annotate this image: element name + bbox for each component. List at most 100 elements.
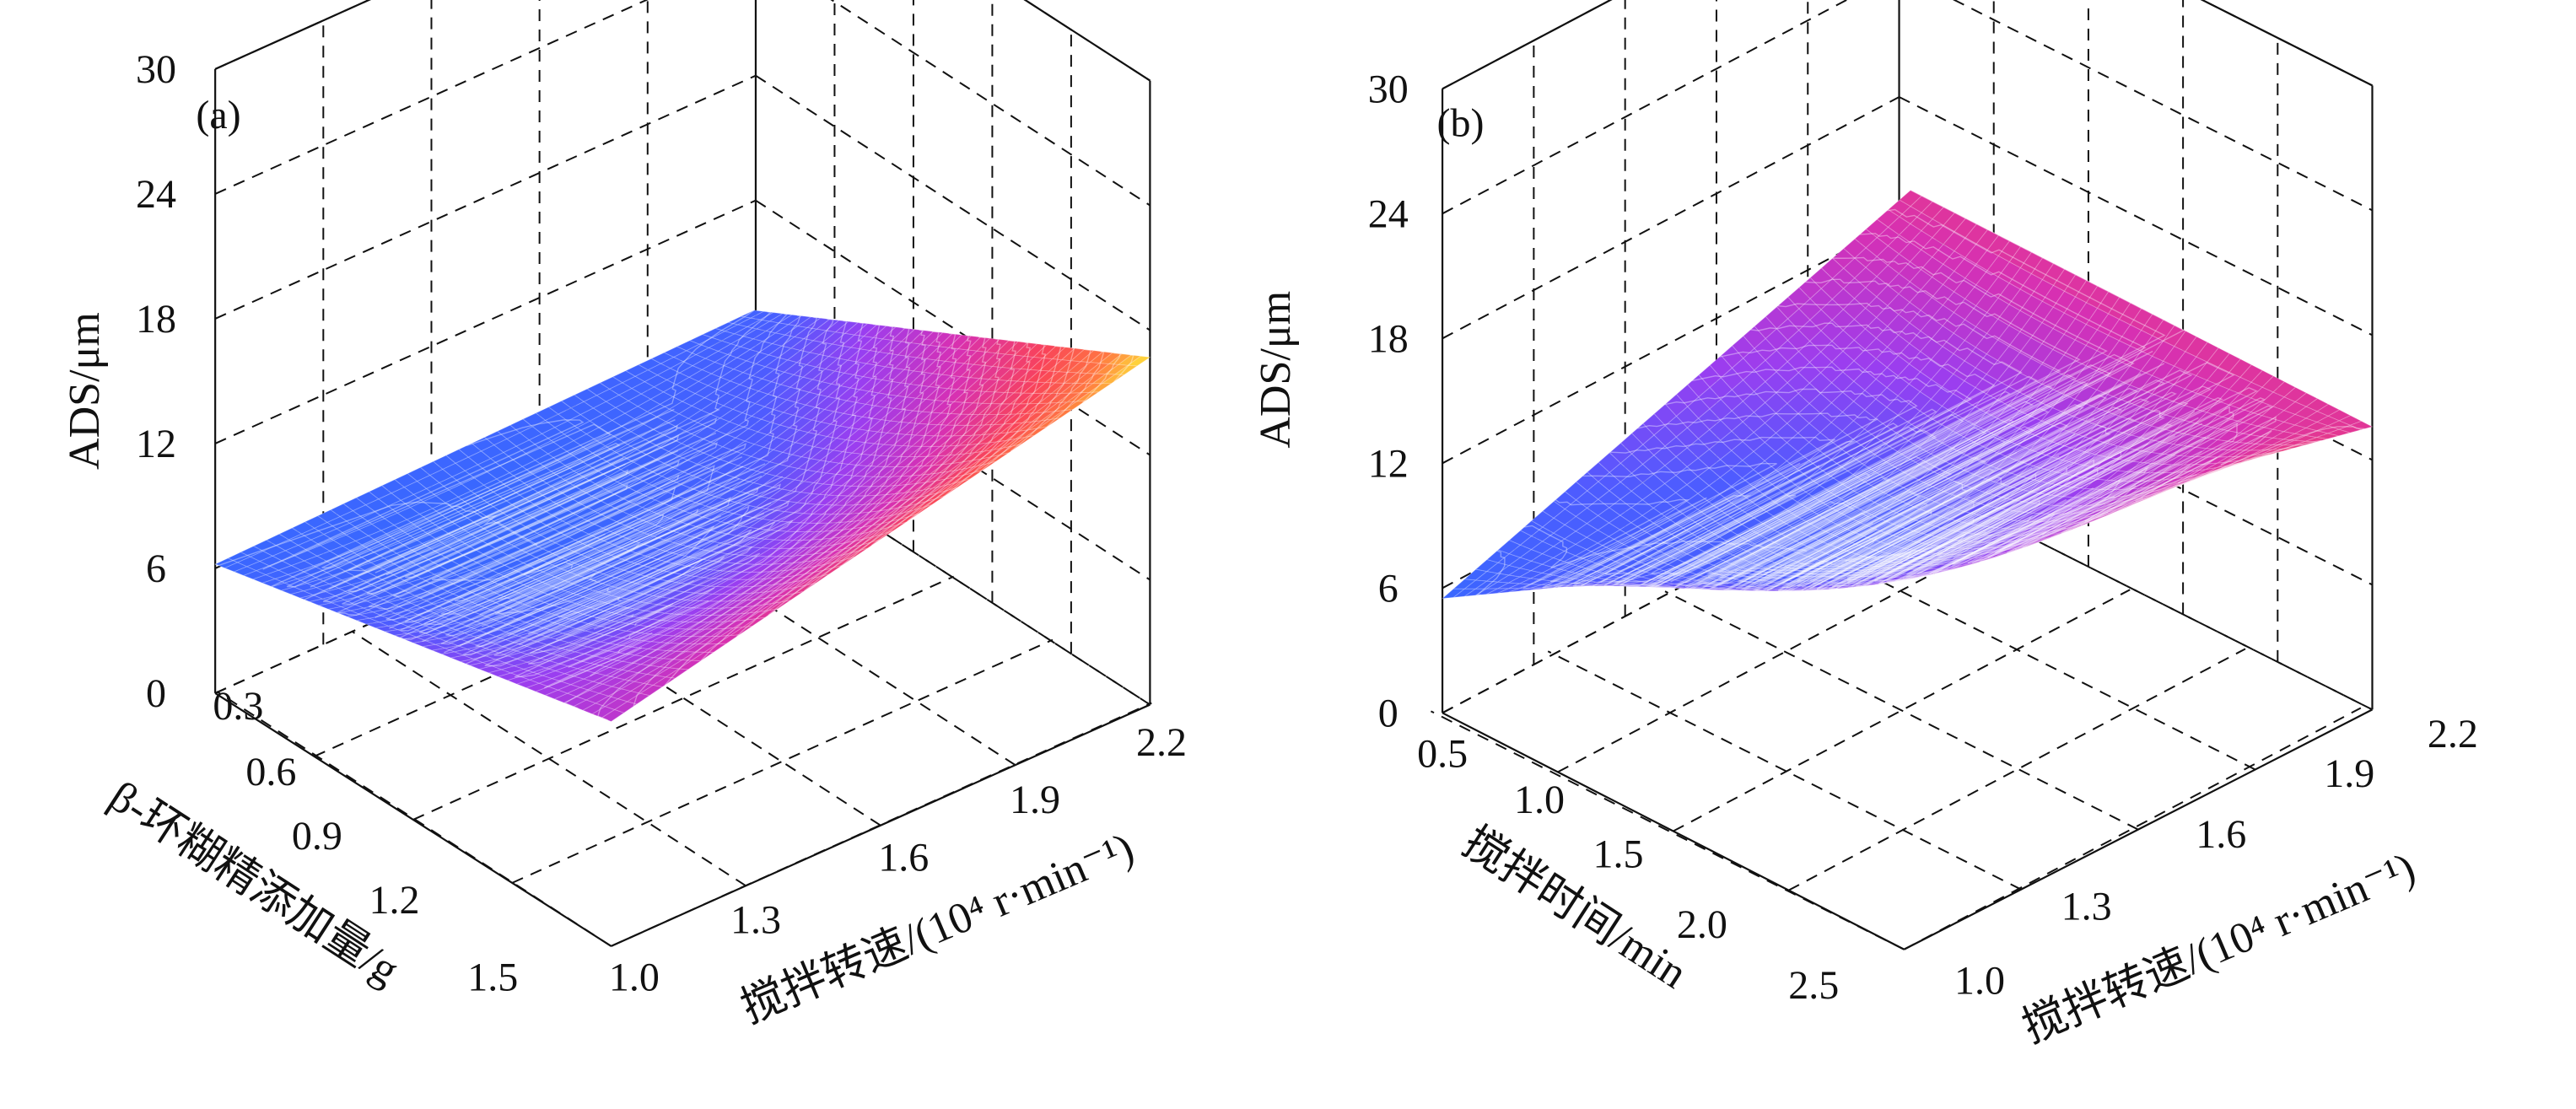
z-tick-label-5: 30 bbox=[136, 47, 176, 92]
contour-line-21 bbox=[907, 343, 1047, 522]
grid-line-z-right-5 bbox=[1023, 0, 1151, 82]
contour-line-27 bbox=[1113, 354, 1134, 382]
contour-line-17 bbox=[768, 336, 987, 616]
contour-line-8 bbox=[466, 320, 848, 667]
left-axis-tick-label-2: 0.9 bbox=[292, 814, 342, 859]
right-axis-tick-label-4: 2.2 bbox=[2428, 712, 2478, 756]
left-axis-tick-label-0: 0.5 bbox=[1417, 732, 1468, 777]
right-axis-tick-label-4: 2.2 bbox=[1136, 720, 1187, 765]
grid-line-floor-right-0 bbox=[216, 691, 612, 947]
contours bbox=[214, 310, 1134, 721]
grid-line-floor-left-4 bbox=[1903, 707, 2362, 950]
left-axis-tick-label-3: 1.2 bbox=[369, 878, 419, 923]
grid-line-floor-left-3 bbox=[511, 638, 1054, 884]
z-axis-label: ADS/μm bbox=[61, 312, 109, 470]
grid-line-z-left-4 bbox=[1442, 0, 1849, 215]
z-tick-label-4: 24 bbox=[136, 172, 176, 217]
left-axis-label: β-环糊精添加量/g bbox=[100, 773, 407, 995]
z-tick-label-3: 18 bbox=[1368, 316, 1409, 361]
left-axis-tick-label-3: 2.0 bbox=[1677, 902, 1727, 947]
contour-line-19 bbox=[839, 339, 1016, 568]
frame-line-6 bbox=[611, 703, 1151, 947]
panel-label: (a) bbox=[196, 93, 240, 137]
frame-line-4 bbox=[1023, 0, 1151, 82]
contour-line-24 bbox=[1010, 348, 1091, 452]
right-axis-label: 搅拌转速/(10⁴ r·min⁻¹) bbox=[2016, 844, 2422, 1052]
grid-line-z-right-0 bbox=[755, 449, 1151, 706]
contour-line-11 bbox=[563, 326, 895, 709]
contour-line-1 bbox=[262, 419, 629, 581]
right-axis-tick-label-0: 1.0 bbox=[609, 955, 660, 999]
grid-line-z-left-5 bbox=[214, 0, 371, 70]
contour-line-14 bbox=[664, 331, 942, 686]
grid-line-z-right-3 bbox=[1899, 96, 2373, 336]
grid-line-z-right-4 bbox=[1952, 0, 2373, 212]
contour-line-23 bbox=[978, 347, 1075, 473]
contour-line-16 bbox=[736, 334, 972, 638]
panel-b: 0 6 12 18 24 30 (b) ADS/μm 0.5 1.0 1.5 2.0 2.5 1.0 1.3… bbox=[1252, 0, 2478, 1052]
contour-line-22 bbox=[943, 345, 1062, 498]
contour-line-9 bbox=[514, 322, 864, 678]
z-tick-label-5: 30 bbox=[1368, 67, 1409, 111]
panel-label: (b) bbox=[1437, 101, 1485, 146]
z-tick-label-1: 6 bbox=[146, 546, 166, 591]
right-axis-tick-label-2: 1.6 bbox=[2196, 812, 2246, 857]
contour-line-20 bbox=[870, 342, 1032, 546]
grid-line-z-left-3 bbox=[214, 74, 757, 320]
response-surface bbox=[213, 310, 1151, 723]
left-axis-tick-label-4: 2.5 bbox=[1788, 963, 1839, 1008]
z-tick-label-2: 12 bbox=[1368, 441, 1409, 486]
right-axis-tick-label-1: 1.3 bbox=[730, 897, 781, 942]
grid-line-z-left-4 bbox=[214, 0, 649, 195]
contour-line-5 bbox=[389, 315, 801, 637]
contour-line-26 bbox=[1082, 352, 1122, 404]
frame-line-3 bbox=[1442, 0, 1613, 90]
z-axis-label: ADS/μm bbox=[1252, 291, 1300, 449]
grid-line-floor-right-2 bbox=[1664, 590, 2139, 831]
grid-line-floor-right-1 bbox=[351, 630, 746, 887]
right-axis-tick-label-1: 1.3 bbox=[2061, 885, 2112, 929]
z-tick-label-2: 12 bbox=[136, 422, 176, 466]
frame-line-5 bbox=[214, 692, 612, 947]
contour-line-0 bbox=[214, 501, 538, 567]
grid-line-floor-left-2 bbox=[412, 575, 955, 821]
contour-line-15 bbox=[700, 332, 957, 661]
grid-line-z-left-2 bbox=[214, 199, 757, 444]
grid-line-z-right-4 bbox=[830, 0, 1151, 207]
left-axis-label: 搅拌时间/min bbox=[1454, 818, 1695, 998]
left-axis-tick-label-2: 1.5 bbox=[1592, 832, 1643, 876]
right-axis-tick-label-3: 1.9 bbox=[2324, 751, 2374, 796]
contour-line-10 bbox=[543, 323, 881, 689]
grid-line-z-right-2 bbox=[755, 199, 1151, 456]
grid-line-z-left-3 bbox=[1442, 96, 1900, 340]
frame-line-5 bbox=[1442, 712, 1905, 950]
left-axis-tick-label-0: 0.3 bbox=[213, 684, 263, 729]
grid-line-floor-left-2 bbox=[1673, 589, 2131, 832]
grid-line-floor-right-1 bbox=[1547, 650, 2022, 891]
grid-line-z-left-2 bbox=[1442, 221, 1900, 465]
contour-line-12 bbox=[597, 327, 911, 721]
contour-line-13 bbox=[633, 329, 926, 707]
surface-face-41-41 bbox=[740, 310, 765, 319]
panel-a: 0 6 12 18 24 30 (a) ADS/μm 0.3 0.6 0.9 1.2 1.5 1.0 1.3… bbox=[61, 0, 1187, 1033]
right-axis-tick-label-3: 1.9 bbox=[1010, 778, 1060, 822]
grid-line-floor-right-4 bbox=[1899, 471, 2373, 711]
right-axis-tick-label-2: 1.6 bbox=[878, 835, 929, 880]
contour-line-4 bbox=[337, 313, 789, 627]
frame-line-4 bbox=[2200, 0, 2373, 87]
contour-line-6 bbox=[398, 316, 818, 647]
contour-line-18 bbox=[804, 338, 1001, 592]
contour-line-7 bbox=[444, 318, 834, 656]
right-axis-tick-label-0: 1.0 bbox=[1954, 958, 2005, 1003]
left-axis-tick-label-1: 1.0 bbox=[1514, 778, 1565, 822]
left-axis-tick-label-1: 0.6 bbox=[245, 750, 296, 794]
left-axis-tick-label-4: 1.5 bbox=[467, 955, 518, 999]
z-tick-label-0: 0 bbox=[146, 671, 166, 716]
z-tick-label-0: 0 bbox=[1378, 691, 1398, 735]
z-tick-label-3: 18 bbox=[136, 297, 176, 342]
grid-line-floor-left-3 bbox=[1788, 648, 2246, 891]
frame-line-6 bbox=[1903, 708, 2373, 950]
z-tick-label-4: 24 bbox=[1368, 191, 1409, 236]
